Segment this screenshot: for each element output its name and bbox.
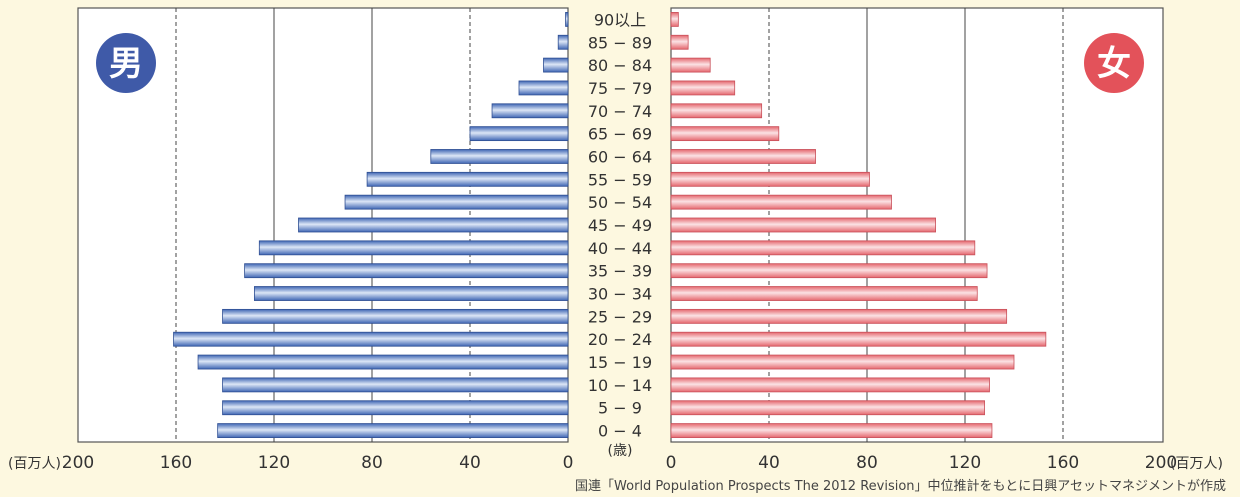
female-bar-11	[670, 171, 870, 187]
age-label-11: 55 − 59	[588, 170, 652, 189]
female-badge-circle	[1084, 33, 1144, 93]
male-bar-10	[344, 194, 569, 210]
male-bar-14	[491, 103, 569, 119]
age-label-8: 40 − 44	[588, 239, 652, 258]
age-label-9: 45 − 49	[588, 216, 652, 235]
male-bar-16	[543, 57, 569, 73]
female-bar-9	[670, 217, 937, 233]
female-badge: 女	[1084, 33, 1144, 93]
male-bar-7	[244, 263, 569, 279]
male-tick-5: 0	[563, 453, 574, 473]
female-unit-label: (百万人)	[1170, 456, 1223, 472]
female-bar-8	[670, 240, 976, 256]
age-label-7: 35 − 39	[588, 262, 652, 281]
male-tick-1: 160	[160, 453, 192, 473]
age-label-13: 65 − 69	[588, 125, 652, 144]
female-tick-5: 200	[1145, 453, 1177, 473]
male-bar-1	[222, 400, 569, 416]
female-bar-15	[670, 80, 736, 96]
age-label-16: 80 − 84	[588, 56, 652, 75]
male-bar-9	[298, 217, 569, 233]
female-tick-4: 160	[1047, 453, 1079, 473]
female-tick-1: 40	[758, 453, 780, 473]
male-bar-17	[557, 34, 569, 50]
male-tick-2: 120	[258, 453, 290, 473]
male-bar-2	[222, 377, 569, 393]
male-tick-0: 200	[62, 453, 94, 473]
male-bar-6	[253, 286, 569, 301]
female-bar-1	[670, 400, 986, 416]
female-badge-text: 女	[1097, 44, 1131, 84]
male-bar-8	[258, 240, 569, 256]
female-bar-10	[670, 194, 892, 210]
female-bar-13	[670, 126, 780, 142]
male-bar-5	[222, 308, 569, 324]
male-tick-3: 80	[361, 453, 383, 473]
male-badge: 男	[96, 33, 156, 93]
female-tick-2: 80	[856, 453, 878, 473]
female-bar-4	[670, 331, 1047, 347]
male-tick-4: 40	[459, 453, 481, 473]
age-label-17: 85 − 89	[588, 33, 652, 52]
male-badge-text: 男	[109, 44, 143, 84]
age-label-10: 50 − 54	[588, 193, 652, 212]
female-bar-2	[670, 377, 990, 393]
age-label-2: 10 − 14	[588, 376, 652, 395]
female-bar-12	[670, 149, 816, 164]
age-label-12: 60 − 64	[588, 147, 652, 166]
age-label-18: 90以上	[594, 10, 646, 29]
male-bar-3	[197, 354, 569, 370]
female-bar-5	[670, 308, 1008, 324]
female-tick-3: 120	[949, 453, 981, 473]
age-label-0: 0 − 4	[598, 422, 642, 441]
age-label-3: 15 − 19	[588, 353, 652, 372]
age-label-6: 30 − 34	[588, 285, 652, 304]
bars-group	[173, 12, 1047, 438]
male-bar-12	[430, 149, 569, 164]
male-bar-4	[173, 331, 569, 347]
tick-labels-group: 200 160 120 80 40 0 0 40 80 120 160 200	[62, 453, 1177, 473]
female-bar-16	[670, 57, 711, 73]
male-bar-11	[366, 171, 569, 187]
female-bar-7	[670, 263, 988, 279]
female-bar-17	[670, 34, 689, 50]
age-label-4: 20 − 24	[588, 330, 652, 349]
female-bar-18	[670, 12, 679, 27]
female-bar-14	[670, 103, 763, 119]
female-bar-3	[670, 354, 1015, 370]
source-note: 国連「World Population Prospects The 2012 R…	[575, 478, 1226, 494]
male-unit-label: (百万人)	[8, 456, 61, 472]
male-bar-18	[565, 12, 569, 27]
age-unit-label: (歳)	[608, 443, 633, 459]
age-label-1: 5 − 9	[598, 399, 642, 418]
male-bar-15	[518, 80, 569, 96]
female-bar-0	[670, 423, 993, 438]
age-labels-group: 0 − 4 5 − 9 10 − 14 15 − 19 20 − 24 25 − 29 30…	[588, 10, 652, 440]
male-bar-13	[469, 126, 569, 142]
age-label-5: 25 − 29	[588, 307, 652, 326]
male-badge-circle	[96, 33, 156, 93]
age-label-14: 70 − 74	[588, 102, 652, 121]
male-bar-0	[217, 423, 569, 438]
age-label-15: 75 − 79	[588, 79, 652, 98]
female-bar-6	[670, 286, 978, 301]
female-tick-0: 0	[666, 453, 677, 473]
